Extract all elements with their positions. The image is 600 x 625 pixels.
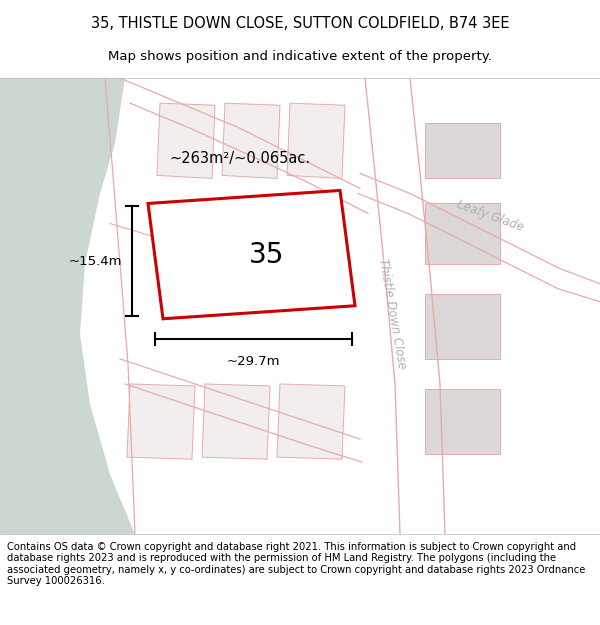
Polygon shape — [127, 384, 195, 459]
Polygon shape — [0, 78, 135, 534]
Polygon shape — [222, 103, 280, 178]
Polygon shape — [287, 103, 345, 178]
Text: ~29.7m: ~29.7m — [227, 355, 280, 368]
Text: Leafy Glade: Leafy Glade — [455, 198, 525, 234]
Text: ~263m²/~0.065ac.: ~263m²/~0.065ac. — [169, 151, 311, 166]
Text: Contains OS data © Crown copyright and database right 2021. This information is : Contains OS data © Crown copyright and d… — [7, 542, 586, 586]
Polygon shape — [157, 103, 215, 178]
Text: 35, THISTLE DOWN CLOSE, SUTTON COLDFIELD, B74 3EE: 35, THISTLE DOWN CLOSE, SUTTON COLDFIELD… — [91, 16, 509, 31]
Text: ~15.4m: ~15.4m — [68, 254, 122, 268]
Bar — [425, 294, 500, 359]
Polygon shape — [202, 384, 270, 459]
Text: Thistle Down Close: Thistle Down Close — [376, 258, 408, 370]
Polygon shape — [277, 384, 345, 459]
Bar — [425, 389, 500, 454]
Bar — [425, 123, 500, 178]
Text: Map shows position and indicative extent of the property.: Map shows position and indicative extent… — [108, 50, 492, 62]
Text: 35: 35 — [249, 241, 284, 269]
Bar — [425, 204, 500, 264]
Polygon shape — [148, 191, 355, 319]
